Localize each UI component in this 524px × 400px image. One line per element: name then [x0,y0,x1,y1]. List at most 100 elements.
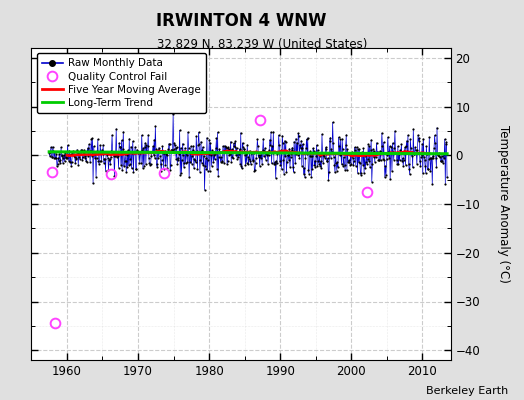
Point [430,132,439,139]
Point [56,157,64,163]
Point [284,152,292,158]
Point [292,136,300,142]
Point [190,156,199,162]
Point [275,142,283,148]
Point [173,154,182,161]
Point [224,144,233,150]
Point [72,156,80,162]
Point [334,134,343,140]
Point [90,151,99,158]
Point [45,149,53,156]
Point [335,142,343,149]
Point [405,165,413,172]
Point [59,155,68,161]
Point [144,132,152,138]
Point [80,147,89,153]
Point [308,153,316,160]
Point [298,162,306,169]
Point [406,171,414,178]
Point [127,165,136,172]
Point [110,153,118,159]
Point [112,152,120,158]
Point [231,138,239,144]
Point [134,149,142,155]
Point [122,169,130,175]
Point [175,151,183,158]
Point [352,162,360,169]
Point [370,148,378,154]
Point [283,158,291,165]
Point [412,150,420,156]
Point [212,145,220,151]
Point [267,129,275,135]
Point [62,155,70,162]
Point [208,162,216,169]
Point [166,167,174,173]
Point [145,155,153,161]
Point [334,164,342,170]
Point [119,163,128,169]
Point [318,131,326,137]
Point [229,154,237,161]
Point [145,160,154,166]
Point [380,156,388,163]
Point [333,159,342,165]
Point [92,173,100,180]
Point [259,136,267,142]
Point [394,143,402,150]
Point [441,136,449,142]
Point [298,145,307,151]
Point [126,160,134,167]
Point [189,147,197,153]
Point [297,145,305,152]
Point [307,152,315,159]
Point [274,150,282,157]
Point [181,145,189,151]
Point [95,161,103,167]
Point [343,146,352,152]
Point [226,151,234,157]
Point [82,158,91,165]
Point [335,152,344,158]
Point [356,172,365,178]
Point [417,153,425,160]
Point [183,159,192,166]
Point [207,152,215,158]
Point [368,160,377,167]
Point [385,143,394,150]
Point [159,166,168,172]
Point [390,145,399,152]
Point [126,156,135,162]
Point [103,152,112,158]
Point [286,164,294,170]
Point [131,144,139,150]
Point [130,149,139,156]
Point [51,154,60,161]
Point [187,160,195,167]
Point [171,142,179,148]
Point [418,140,427,147]
Point [442,140,450,147]
Point [288,144,297,151]
Point [182,152,191,158]
Point [276,162,285,168]
Point [184,145,193,152]
Point [163,164,171,171]
Point [163,148,172,155]
Point [236,130,245,136]
Point [67,162,75,169]
Point [136,150,144,156]
Point [326,155,335,161]
Point [411,144,419,151]
Point [291,160,300,166]
Point [428,155,436,161]
Point [320,153,329,160]
Point [217,157,226,164]
Point [228,154,237,161]
Point [355,159,363,166]
Point [149,152,158,158]
Point [396,157,404,164]
Point [98,146,106,153]
Point [391,128,399,134]
Point [89,180,97,186]
